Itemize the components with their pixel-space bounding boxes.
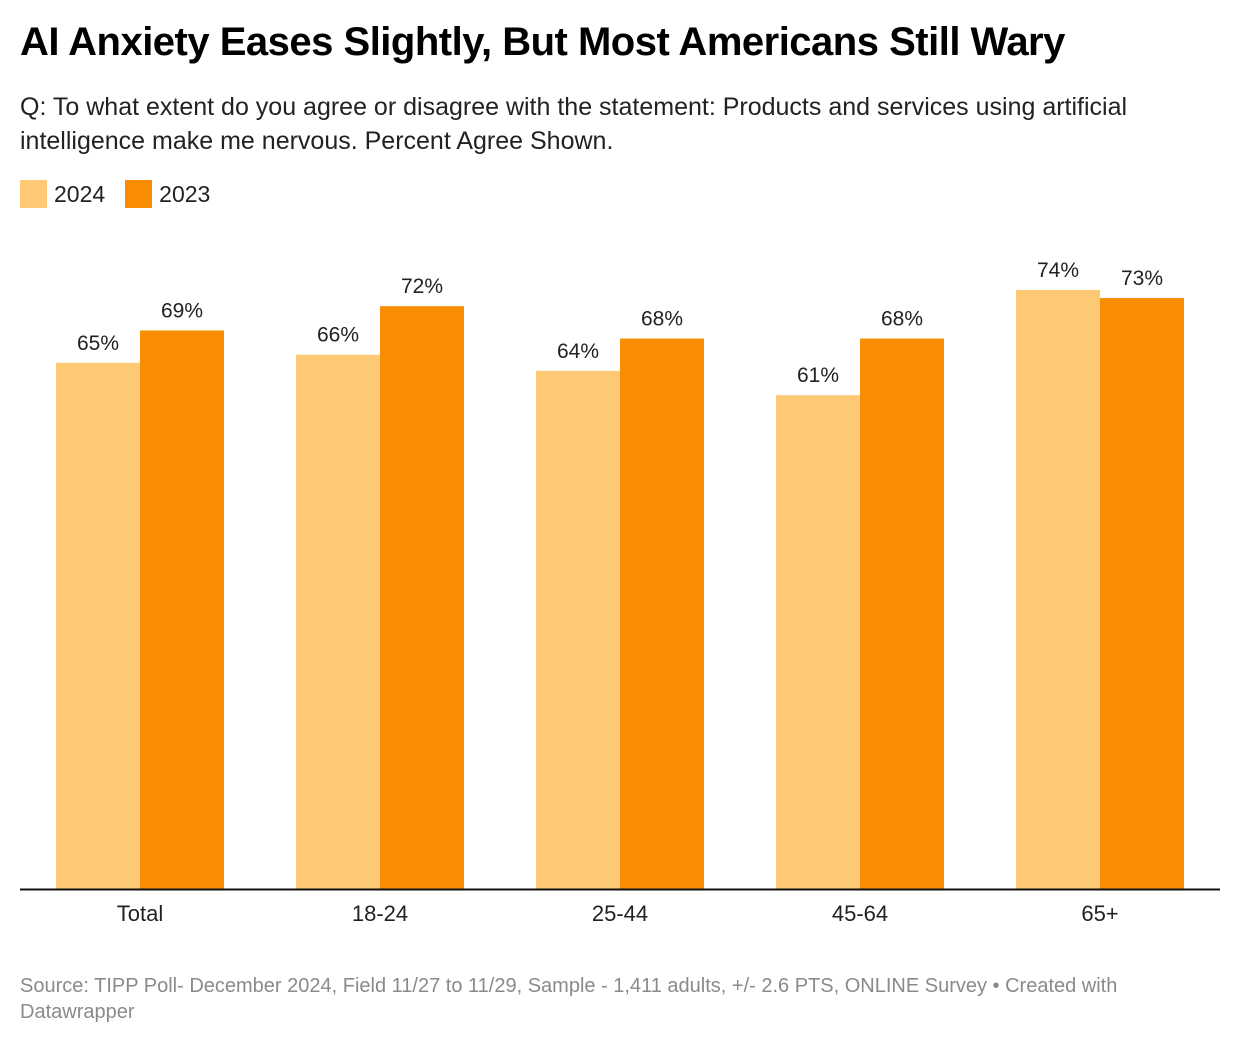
bar-chart: 65% 69% Total 66% 72% 18-24 64% 68% 25-44 61% 68% 4… bbox=[20, 259, 1220, 926]
legend-item-2024: 2024 bbox=[20, 180, 105, 208]
data-label-2024-Total: 65% bbox=[77, 332, 119, 355]
bar-group-25-44: 64% 68% 25-44 bbox=[536, 308, 704, 926]
legend: 2024 2023 bbox=[20, 180, 210, 208]
legend-label-2023: 2023 bbox=[159, 180, 211, 207]
legend-swatch-2024 bbox=[20, 180, 47, 208]
chart-subtitle: Q: To what extent do you agree or disagr… bbox=[20, 93, 1128, 155]
bar-2023-65+ bbox=[1100, 298, 1184, 889]
bar-group-45-64: 61% 68% 45-64 bbox=[776, 308, 944, 926]
x-tick-label-45-64: 45-64 bbox=[832, 901, 888, 926]
chart-title: AI Anxiety Eases Slightly, But Most Amer… bbox=[20, 20, 1065, 64]
bar-group-18-24: 66% 72% 18-24 bbox=[296, 275, 464, 926]
bar-2023-Total bbox=[140, 330, 224, 889]
data-label-2024-18-24: 66% bbox=[317, 324, 359, 347]
data-label-2023-18-24: 72% bbox=[401, 275, 443, 298]
legend-label-2024: 2024 bbox=[54, 180, 106, 207]
x-tick-label-25-44: 25-44 bbox=[592, 901, 648, 926]
bar-2024-Total bbox=[56, 362, 140, 889]
bar-2023-18-24 bbox=[380, 306, 464, 889]
data-label-2023-45-64: 68% bbox=[881, 308, 923, 331]
x-tick-label-Total: Total bbox=[117, 901, 163, 926]
bar-group-Total: 65% 69% Total bbox=[56, 299, 224, 926]
bar-2024-25-44 bbox=[536, 370, 620, 889]
data-label-2023-Total: 69% bbox=[161, 299, 203, 322]
bar-2023-25-44 bbox=[620, 338, 704, 889]
legend-item-2023: 2023 bbox=[125, 180, 210, 208]
data-label-2023-65+: 73% bbox=[1121, 267, 1163, 290]
legend-swatch-2023 bbox=[125, 180, 153, 208]
bar-2023-45-64 bbox=[860, 338, 944, 889]
data-label-2024-25-44: 64% bbox=[557, 340, 599, 363]
source-note: Source: TIPP Poll- December 2024, Field … bbox=[20, 975, 1118, 1023]
x-tick-label-65+: 65+ bbox=[1081, 901, 1118, 926]
bar-2024-45-64 bbox=[776, 395, 860, 889]
data-label-2023-25-44: 68% bbox=[641, 308, 683, 331]
data-label-2024-65+: 74% bbox=[1037, 259, 1079, 282]
x-tick-label-18-24: 18-24 bbox=[352, 901, 408, 926]
bar-2024-18-24 bbox=[296, 354, 380, 890]
bar-group-65+: 74% 73% 65+ bbox=[1016, 259, 1184, 926]
data-label-2024-45-64: 61% bbox=[797, 364, 839, 387]
bar-2024-65+ bbox=[1016, 289, 1100, 890]
